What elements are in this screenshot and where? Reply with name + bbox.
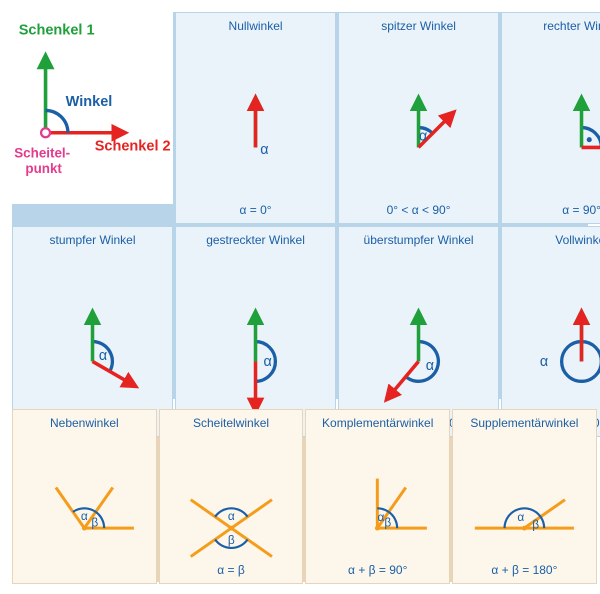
alpha-label: α [426,358,434,374]
pair-arc-label-1: α [81,509,88,523]
legend-angle-label: Winkel [66,94,113,110]
pair-cell-2: Komplementärwinkel βα α + β = 90° [305,409,450,584]
pair-cell-0: Nebenwinkel βα [12,409,157,584]
angle-cell-3: stumpfer Winkel α 90° < α < 180° [12,226,173,438]
pair-arc-0 [541,516,545,527]
angle-cell-2: rechter Winkel α = 90° [501,12,600,224]
cell-title: stumpfer Winkel [50,227,136,251]
pair-arc-label-1: α [378,509,385,523]
vertex-dot [522,525,527,530]
alpha-label: α [419,129,427,145]
vertex-dot [82,525,87,530]
cell-formula: 0° < α < 90° [387,203,451,223]
cell-title: Nullwinkel [229,13,283,37]
angle-cell-6: Vollwinkel α α = 360° [501,226,600,438]
cell-title: Vollwinkel [555,227,600,251]
angle-cell-0: Nullwinkel α α = 0° [175,12,336,224]
pair-arc-label-1: α [517,509,524,523]
cell-title: gestreckter Winkel [206,227,305,251]
cell-title: Nebenwinkel [50,410,119,434]
alpha-label: α [99,347,107,363]
cell-title: Supplementärwinkel [470,410,578,434]
pair-arc-label-0: β [385,515,392,529]
alpha-label: α [264,354,272,370]
cell-title: überstumpfer Winkel [364,227,474,251]
legend-cell: Schenkel 1 Winkel Scheitel- punkt Schenk… [12,12,173,204]
angle-arc [582,128,600,148]
cell-formula: α = β [217,563,245,583]
cell-title: Scheitelwinkel [193,410,269,434]
cell-title: rechter Winkel [543,13,600,37]
pair-arc-label-1: β [228,533,235,547]
pair-cell-1: Scheitelwinkel αβ α = β [159,409,304,584]
right-angle-dot [587,137,592,142]
pair-cell-3: Supplementärwinkel βα α + β = 180° [452,409,597,584]
vertex-dot [229,525,234,530]
cell-title: Komplementärwinkel [322,410,433,434]
alpha-label: α [540,354,548,370]
alpha-label: α [260,142,268,158]
cell-formula: α + β = 180° [491,563,557,583]
pair-arc-label-0: β [532,517,539,531]
angle-cell-1: spitzer Winkel α 0° < α < 90° [338,12,499,224]
angle-cell-4: gestreckter Winkel α α = 180° [175,226,336,438]
angle-cell-5: überstumpfer Winkel α 180° < α < 360° [338,226,499,438]
legend-vertex-l2: punkt [25,161,62,176]
pair-arc-label-0: α [228,509,235,523]
cell-formula: α = 90° [562,203,600,223]
cell-formula: α + β = 90° [348,563,407,583]
legend-vertex-l1: Scheitel- [14,145,70,160]
legend-vertex-dot [41,128,50,137]
vertex-dot [375,525,380,530]
cell-title: spitzer Winkel [381,13,456,37]
legend-ray1-label: Schenkel 1 [19,22,95,38]
cell-formula: α = 0° [240,203,272,223]
pair-arc-label-0: β [91,515,98,529]
legend-ray2-label: Schenkel 2 [95,139,171,155]
